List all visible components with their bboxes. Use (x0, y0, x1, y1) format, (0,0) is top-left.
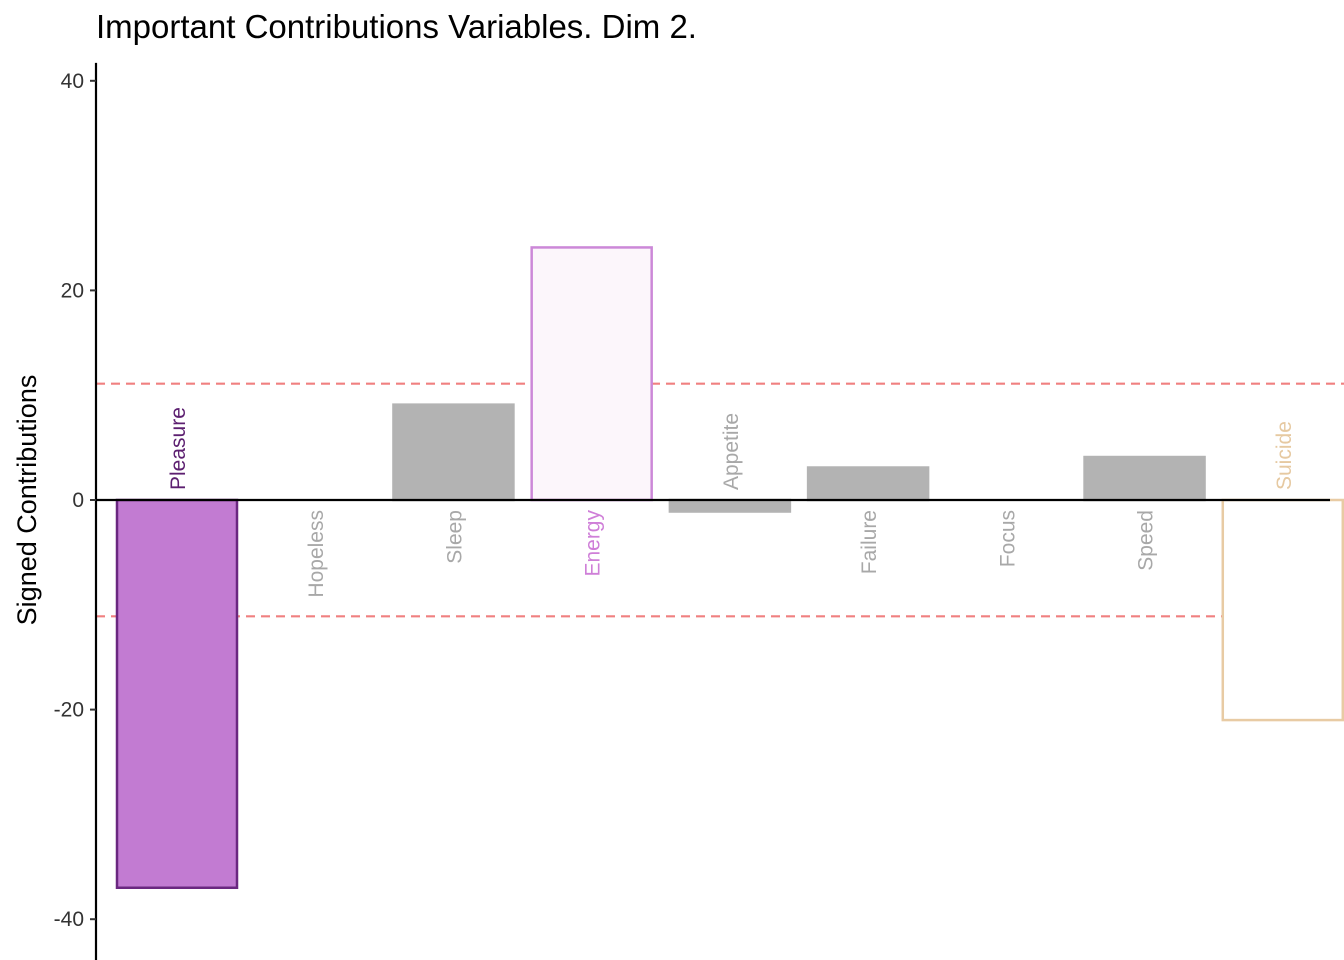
bars (115, 246, 1344, 890)
y-tick-label: 0 (72, 489, 84, 512)
bar-labels: Pleasure Hopeless Sleep Energy Appetite Failu… (167, 407, 1296, 597)
bar-label-failure: Failure (858, 510, 881, 574)
bar-label-pleasure: Pleasure (167, 407, 190, 490)
bar-label-appetite: Appetite (720, 413, 743, 490)
y-tick-label: -40 (54, 908, 84, 931)
bar-suicide (1221, 498, 1344, 722)
bar-appetite (668, 498, 792, 513)
bar-label-energy: Energy (582, 510, 605, 577)
y-axis: -40 -20 0 20 40 (54, 62, 1330, 960)
y-axis-title: Signed Contributions (12, 375, 42, 626)
bar-sleep (392, 403, 515, 502)
bar-speed (1083, 455, 1206, 502)
bar-label-sleep: Sleep (443, 510, 466, 564)
bar-energy (530, 246, 653, 502)
y-tick-label: 40 (61, 70, 84, 93)
bar-label-focus: Focus (996, 510, 1019, 567)
bar-pleasure (115, 498, 239, 890)
y-tick-label: 20 (61, 279, 84, 302)
chart-title: Important Contributions Variables. Dim 2… (96, 8, 697, 45)
bar-label-suicide: Suicide (1273, 421, 1296, 490)
bar-label-hopeless: Hopeless (305, 510, 328, 598)
threshold-lines (96, 382, 1344, 618)
bar-failure (806, 466, 930, 502)
bar-label-speed: Speed (1135, 510, 1158, 571)
y-tick-label: -20 (54, 699, 84, 722)
